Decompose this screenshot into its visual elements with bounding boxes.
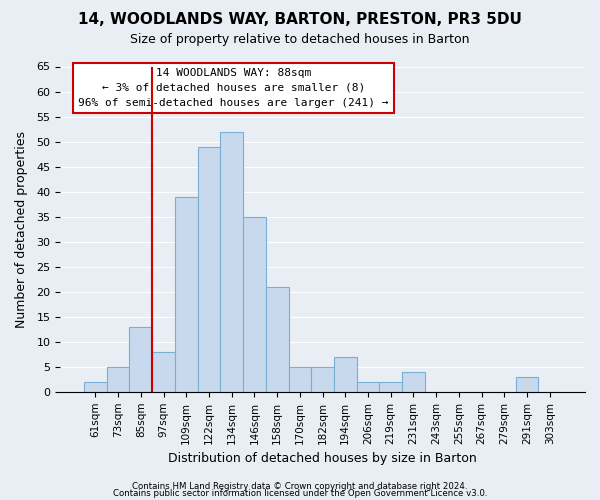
- Bar: [84, 382, 107, 392]
- Bar: [197, 146, 220, 392]
- Y-axis label: Number of detached properties: Number of detached properties: [15, 130, 28, 328]
- X-axis label: Distribution of detached houses by size in Barton: Distribution of detached houses by size …: [168, 452, 477, 465]
- Text: Size of property relative to detached houses in Barton: Size of property relative to detached ho…: [130, 32, 470, 46]
- Bar: [107, 367, 130, 392]
- Bar: [356, 382, 379, 392]
- Bar: [175, 196, 197, 392]
- Bar: [289, 367, 311, 392]
- Bar: [516, 377, 538, 392]
- Text: Contains public sector information licensed under the Open Government Licence v3: Contains public sector information licen…: [113, 489, 487, 498]
- Bar: [402, 372, 425, 392]
- Bar: [311, 367, 334, 392]
- Bar: [152, 352, 175, 392]
- Bar: [379, 382, 402, 392]
- Text: 14 WOODLANDS WAY: 88sqm
← 3% of detached houses are smaller (8)
96% of semi-deta: 14 WOODLANDS WAY: 88sqm ← 3% of detached…: [78, 68, 389, 108]
- Text: Contains HM Land Registry data © Crown copyright and database right 2024.: Contains HM Land Registry data © Crown c…: [132, 482, 468, 491]
- Bar: [243, 216, 266, 392]
- Bar: [334, 357, 356, 392]
- Bar: [266, 286, 289, 392]
- Bar: [130, 327, 152, 392]
- Text: 14, WOODLANDS WAY, BARTON, PRESTON, PR3 5DU: 14, WOODLANDS WAY, BARTON, PRESTON, PR3 …: [78, 12, 522, 28]
- Bar: [220, 132, 243, 392]
